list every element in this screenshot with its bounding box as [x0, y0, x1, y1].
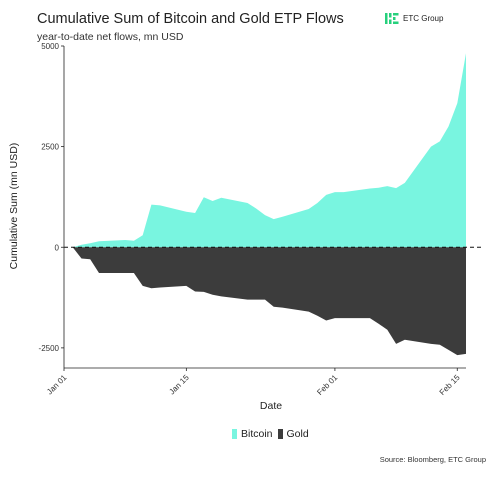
logo-text: ETC Group — [403, 14, 444, 23]
y-axis-label: Cumulative Sum (mn USD) — [8, 142, 20, 270]
chart-legend: Bitcoin Gold — [232, 428, 309, 440]
chart-title: Cumulative Sum of Bitcoin and Gold ETP F… — [37, 11, 344, 27]
legend-label-bitcoin: Bitcoin — [241, 428, 273, 440]
y-tick-label: 0 — [55, 243, 60, 252]
x-tick-label: Jan 01 — [45, 373, 69, 397]
company-logo: ETC Group — [385, 13, 443, 24]
y-axis-ticks: -2500 0 2500 5000 — [39, 42, 64, 353]
legend-swatch-gold — [277, 429, 283, 439]
legend-item-bitcoin: Bitcoin — [232, 428, 273, 440]
y-tick-label: 2500 — [41, 143, 59, 152]
x-tick-label: Feb 15 — [438, 373, 462, 397]
x-tick-label: Jan 15 — [167, 373, 191, 397]
chart-subtitle: year-to-date net flows, mn USD — [37, 31, 184, 43]
plot-areas — [72, 53, 466, 356]
etc-group-logo-icon — [385, 13, 399, 24]
source-note: Source: Bloomberg, ETC Group — [379, 455, 486, 464]
x-axis-label: Date — [259, 400, 283, 412]
legend-label-gold: Gold — [286, 428, 309, 440]
legend-item-gold: Gold — [277, 428, 309, 440]
legend-swatch-bitcoin — [232, 429, 237, 439]
y-tick-label: 5000 — [41, 42, 59, 51]
x-axis-ticks: Jan 01 Jan 15 Feb 01 Feb 15 — [45, 368, 462, 397]
x-tick-label: Feb 01 — [315, 373, 339, 397]
area-series-bitcoin — [72, 53, 466, 248]
area-series-gold — [72, 247, 466, 356]
y-tick-label: -2500 — [39, 344, 60, 353]
